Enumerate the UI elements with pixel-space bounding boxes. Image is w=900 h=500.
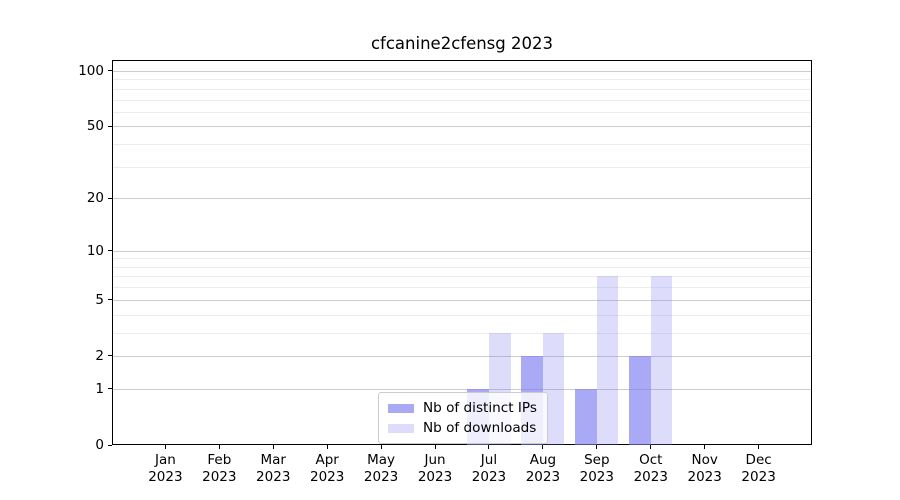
x-tick-year: 2023 — [687, 469, 722, 485]
gridline-major — [113, 388, 811, 390]
x-tick-month: Jan — [154, 452, 176, 468]
legend-label: Nb of downloads — [423, 420, 537, 436]
x-tick-year: 2023 — [256, 469, 291, 485]
x-tick-month: Feb — [207, 452, 232, 468]
legend-item-downloads: Nb of downloads — [388, 418, 537, 438]
bar-downloads — [596, 276, 619, 445]
x-tick-mark — [488, 445, 490, 449]
gridline-minor — [113, 287, 811, 289]
y-tick-label: 20 — [86, 190, 104, 207]
x-tick-mark — [596, 445, 598, 449]
gridline-minor — [113, 266, 811, 268]
y-tick-mark — [108, 444, 112, 446]
y-tick-label: 1 — [95, 380, 104, 397]
y-tick-mark — [108, 355, 112, 357]
gridline-major — [113, 198, 811, 200]
x-tick-label: Dec 2023 — [719, 452, 799, 486]
gridline-minor — [113, 258, 811, 260]
gridline-major — [113, 355, 811, 357]
x-tick-year: 2023 — [471, 469, 507, 485]
x-tick-month: Jun — [424, 452, 446, 468]
y-tick-mark — [108, 299, 112, 301]
x-tick-month: Apr — [315, 452, 339, 468]
y-tick-label: 10 — [86, 242, 104, 259]
y-tick-mark — [108, 197, 112, 199]
x-tick-year: 2023 — [633, 469, 668, 485]
gridline-minor — [113, 144, 811, 145]
x-tick-label: Sep 2023 — [557, 452, 637, 486]
x-tick-label: Jan 2023 — [125, 452, 205, 486]
bar-downloads — [650, 276, 673, 445]
gridline-minor — [113, 166, 811, 168]
x-tick-mark — [434, 445, 436, 449]
gridline-major — [113, 126, 811, 128]
bar-distinct-ips — [629, 355, 651, 445]
x-tick-mark — [272, 445, 274, 449]
legend-label: Nb of distinct IPs — [423, 400, 537, 416]
x-tick-label: Oct 2023 — [611, 452, 691, 486]
x-tick-mark — [758, 445, 760, 449]
y-tick-label: 100 — [78, 62, 104, 79]
gridline-minor — [113, 111, 811, 113]
x-tick-mark — [218, 445, 220, 449]
x-tick-mark — [704, 445, 706, 449]
x-tick-year: 2023 — [741, 469, 776, 485]
x-tick-year: 2023 — [579, 469, 614, 485]
gridline-minor — [113, 276, 811, 278]
y-tick-label: 0 — [95, 437, 104, 453]
x-tick-label: Mar 2023 — [233, 452, 313, 486]
y-tick-label: 5 — [95, 291, 104, 308]
y-tick-mark — [108, 388, 112, 390]
chart-title: cfcanine2cfensg 2023 — [370, 34, 553, 53]
x-tick-month: Sep — [584, 452, 610, 468]
x-tick-month: Jul — [480, 452, 498, 468]
y-tick-mark — [108, 250, 112, 252]
x-tick-year: 2023 — [525, 469, 561, 485]
x-tick-label: Feb 2023 — [179, 452, 259, 486]
x-tick-month: May — [367, 452, 396, 468]
gridline-minor — [113, 88, 811, 90]
y-tick-label: 50 — [86, 118, 104, 135]
x-tick-year: 2023 — [148, 469, 183, 485]
y-tick-mark — [108, 70, 112, 72]
x-tick-mark — [542, 445, 544, 449]
legend: Nb of distinct IPs Nb of downloads — [378, 392, 548, 444]
x-tick-label: Aug 2023 — [503, 452, 583, 486]
bar-downloads — [542, 332, 565, 445]
x-tick-year: 2023 — [363, 469, 399, 485]
gridline-major — [113, 250, 811, 252]
y-tick-label: 2 — [95, 347, 104, 364]
x-tick-month: Aug — [529, 452, 557, 468]
x-tick-month: Nov — [691, 452, 718, 468]
legend-item-distinct-ips: Nb of distinct IPs — [388, 398, 537, 418]
gridline-minor — [113, 79, 811, 81]
x-tick-year: 2023 — [309, 469, 345, 485]
x-tick-mark — [164, 445, 166, 449]
x-tick-label: Jul 2023 — [449, 452, 529, 486]
gridline-major — [113, 299, 811, 301]
x-tick-month: Oct — [639, 452, 663, 468]
x-tick-mark — [326, 445, 328, 449]
x-tick-year: 2023 — [202, 469, 237, 485]
bar-distinct-ips — [575, 388, 597, 445]
x-tick-mark — [380, 445, 382, 449]
x-tick-month: Mar — [260, 452, 286, 468]
x-tick-label: Jun 2023 — [395, 452, 475, 486]
gridline-minor — [113, 332, 811, 334]
gridline-major — [113, 70, 811, 72]
x-tick-mark — [650, 445, 652, 449]
plot-area — [112, 60, 812, 445]
x-tick-label: Nov 2023 — [665, 452, 745, 486]
x-tick-label: May 2023 — [341, 452, 421, 486]
legend-swatch-downloads — [388, 423, 414, 433]
gridline-minor — [113, 99, 811, 101]
x-tick-month: Dec — [745, 452, 772, 468]
x-tick-year: 2023 — [417, 469, 453, 485]
y-tick-mark — [108, 125, 112, 127]
legend-swatch-distinct-ips — [388, 403, 414, 413]
x-tick-label: Apr 2023 — [287, 452, 367, 486]
gridline-minor — [113, 314, 811, 316]
